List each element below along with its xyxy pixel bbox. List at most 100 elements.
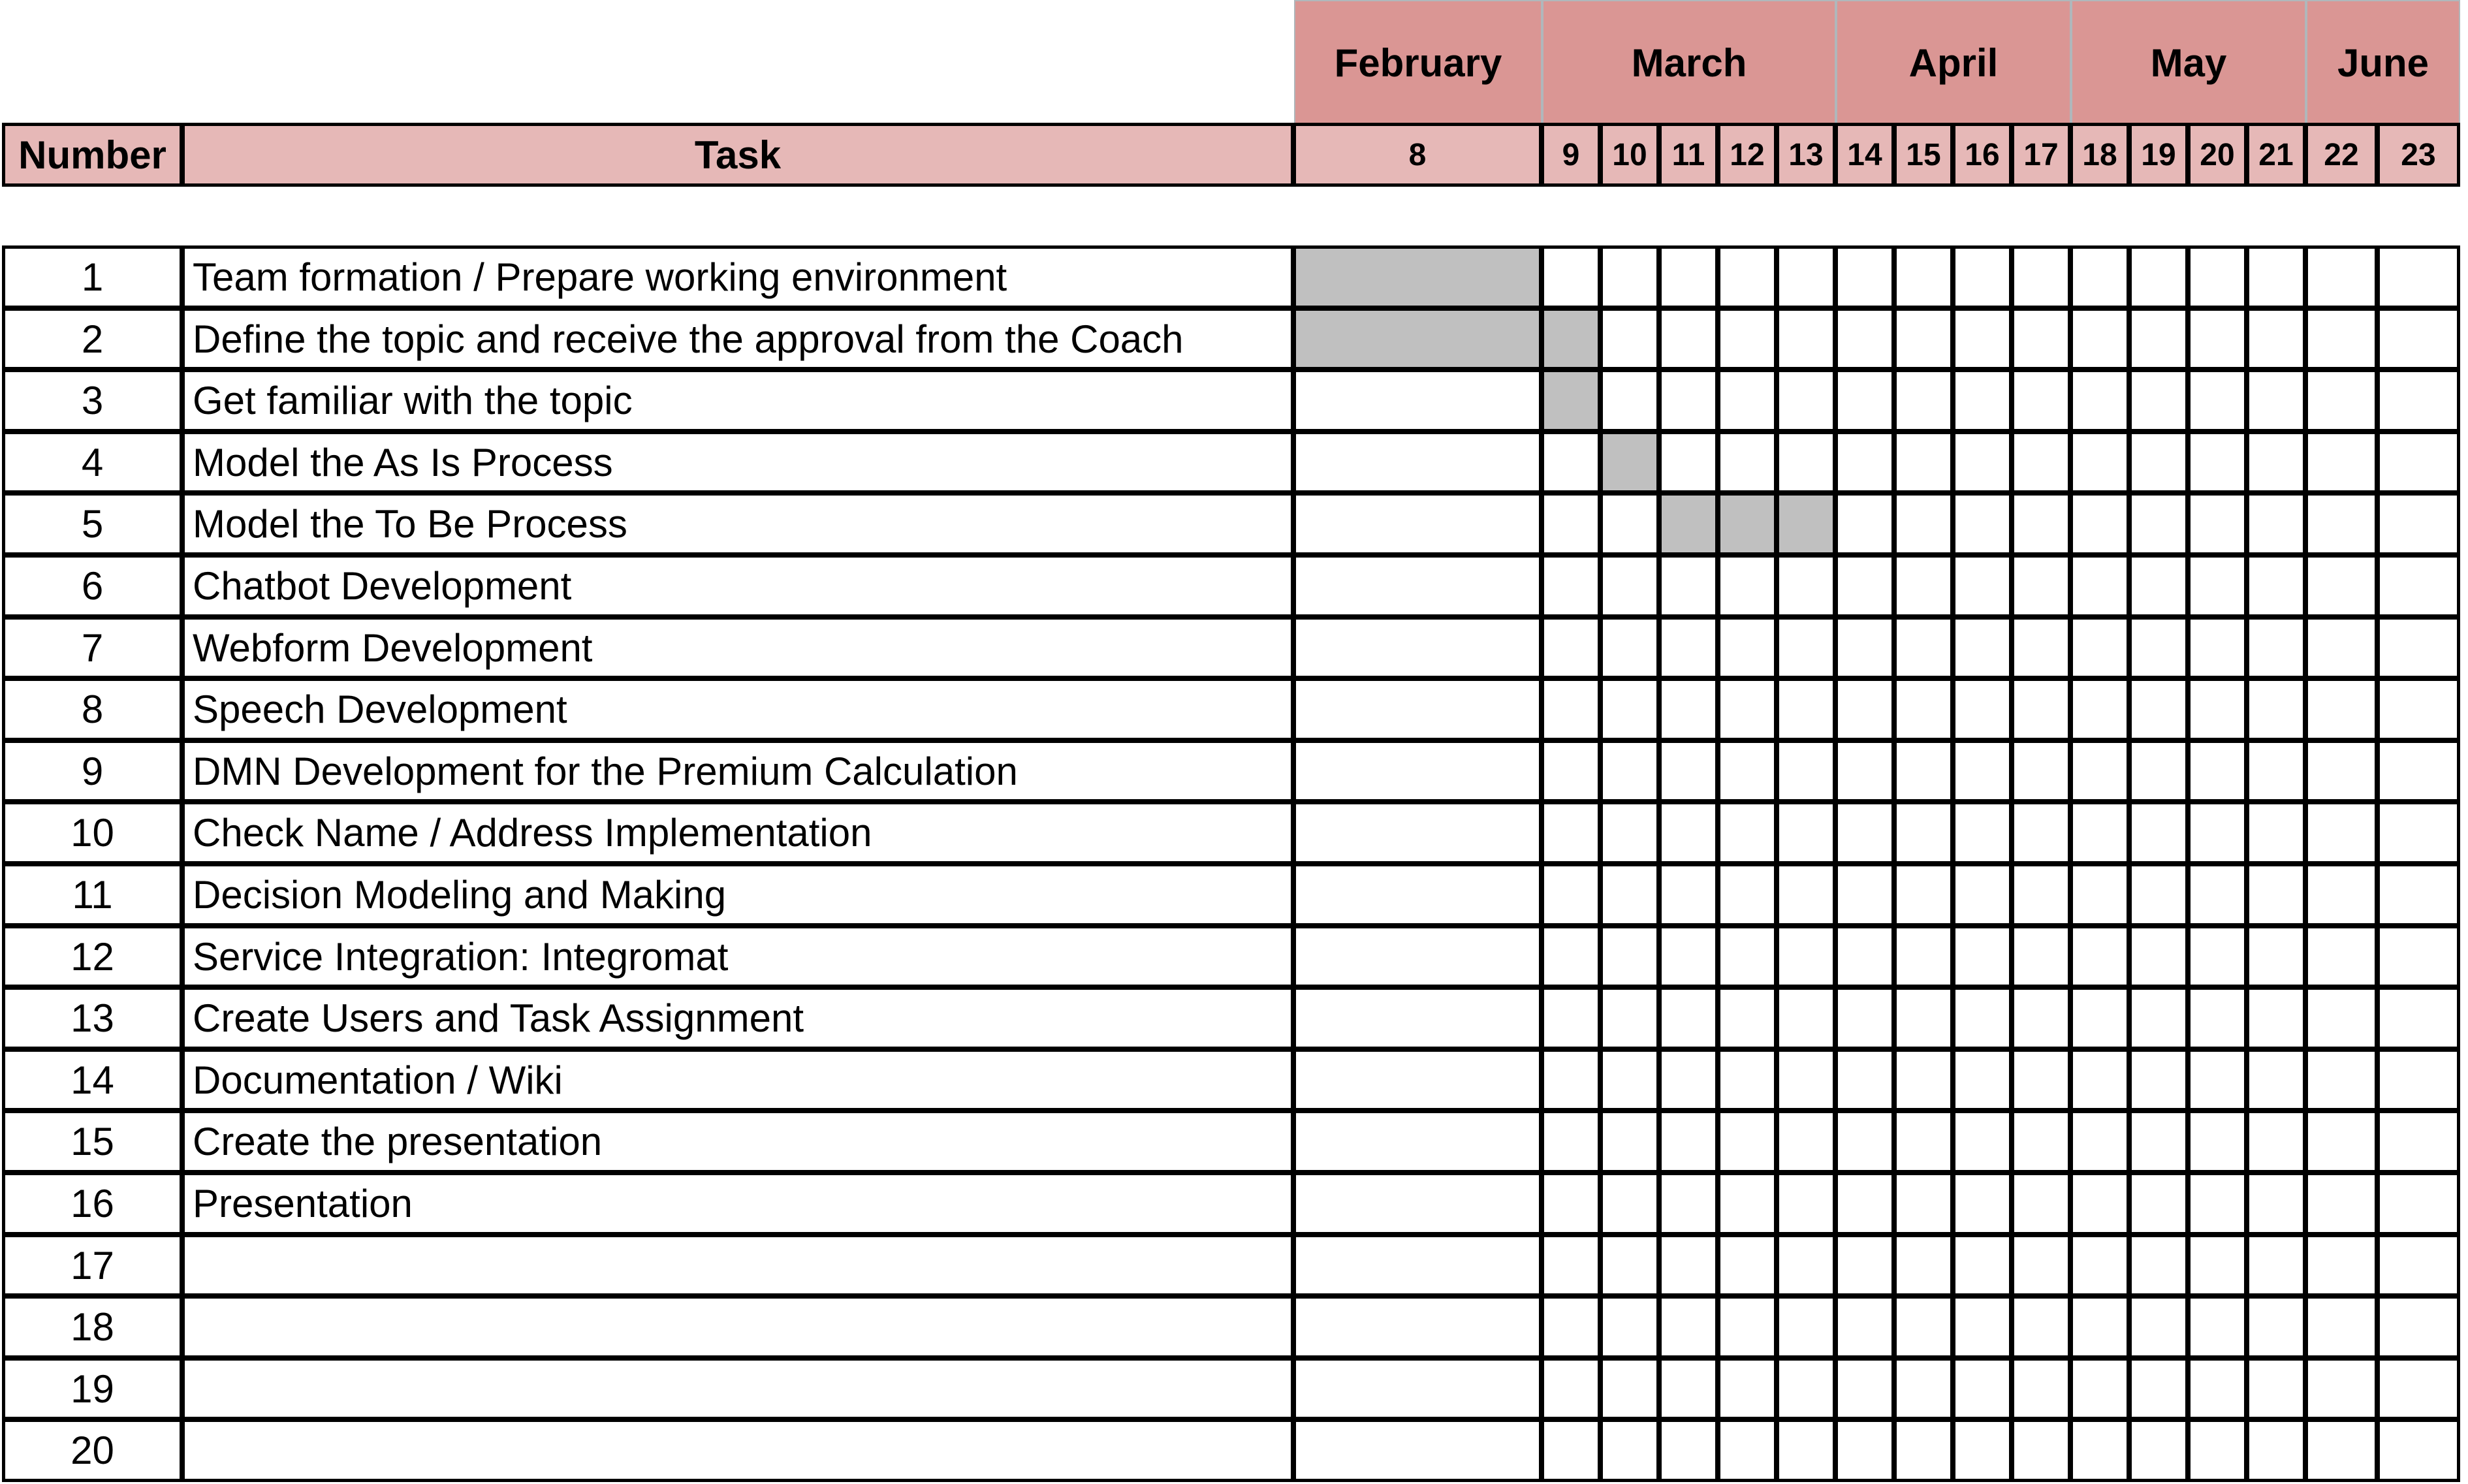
gantt-cell-task-14-week-9	[1541, 1049, 1601, 1111]
gantt-cell-task-15-week-9	[1541, 1110, 1601, 1173]
gantt-cell-task-14-week-16	[1952, 1049, 2012, 1111]
gantt-cell-task-17-week-13	[1776, 1234, 1836, 1297]
gantt-bar-task-5-week-12	[1717, 492, 1777, 556]
gantt-cell-task-11-week-23	[2377, 863, 2460, 926]
task-number-14: 14	[2, 1049, 183, 1111]
gantt-cell-task-16-week-11	[1658, 1172, 1718, 1235]
gantt-cell-task-15-week-20	[2187, 1110, 2247, 1173]
gantt-cell-task-3-week-20	[2187, 369, 2247, 432]
gantt-cell-task-13-week-21	[2246, 987, 2306, 1050]
gantt-cell-task-4-week-22	[2305, 431, 2378, 494]
gantt-cell-task-19-week-21	[2246, 1357, 2306, 1420]
gantt-cell-task-14-week-10	[1600, 1049, 1660, 1111]
gantt-cell-task-16-week-8	[1293, 1172, 1542, 1235]
gantt-cell-task-2-week-11	[1658, 308, 1718, 370]
gantt-cell-task-16-week-10	[1600, 1172, 1660, 1235]
gantt-cell-task-13-week-19	[2128, 987, 2189, 1050]
gantt-cell-task-7-week-19	[2128, 616, 2189, 679]
gantt-cell-task-1-week-13	[1776, 245, 1836, 309]
gantt-cell-task-18-week-14	[1835, 1295, 1895, 1359]
gantt-cell-task-7-week-18	[2070, 616, 2130, 679]
gantt-cell-task-6-week-9	[1541, 554, 1601, 618]
gantt-bar-task-1-week-8	[1293, 245, 1542, 309]
task-name-18	[182, 1295, 1294, 1359]
gantt-cell-task-15-week-8	[1293, 1110, 1542, 1173]
task-column-header: Task	[182, 123, 1294, 187]
gantt-cell-task-11-week-18	[2070, 863, 2130, 926]
week-header-23: 23	[2377, 123, 2460, 187]
gantt-cell-task-20-week-13	[1776, 1419, 1836, 1482]
gantt-cell-task-20-week-19	[2128, 1419, 2189, 1482]
task-number-3: 3	[2, 369, 183, 432]
gantt-cell-task-2-week-10	[1600, 308, 1660, 370]
week-header-21: 21	[2246, 123, 2306, 187]
gantt-cell-task-11-week-21	[2246, 863, 2306, 926]
gantt-cell-task-10-week-15	[1893, 801, 1954, 864]
gantt-cell-task-16-week-17	[2011, 1172, 2071, 1235]
gantt-cell-task-15-week-21	[2246, 1110, 2306, 1173]
gantt-cell-task-7-week-20	[2187, 616, 2247, 679]
gantt-cell-task-13-week-14	[1835, 987, 1895, 1050]
gantt-cell-task-2-week-14	[1835, 308, 1895, 370]
gantt-cell-task-3-week-23	[2377, 369, 2460, 432]
gantt-cell-task-15-week-12	[1717, 1110, 1777, 1173]
gantt-cell-task-16-week-18	[2070, 1172, 2130, 1235]
gantt-cell-task-19-week-23	[2377, 1357, 2460, 1420]
task-name-16: Presentation	[182, 1172, 1294, 1235]
gantt-cell-task-12-week-18	[2070, 925, 2130, 988]
task-name-8: Speech Development	[182, 678, 1294, 741]
gantt-cell-task-17-week-11	[1658, 1234, 1718, 1297]
gantt-bar-task-2-week-8	[1293, 308, 1542, 370]
gantt-cell-task-12-week-19	[2128, 925, 2189, 988]
gantt-cell-task-14-week-15	[1893, 1049, 1954, 1111]
gantt-cell-task-8-week-20	[2187, 678, 2247, 741]
task-name-6: Chatbot Development	[182, 554, 1294, 618]
gantt-cell-task-2-week-19	[2128, 308, 2189, 370]
gantt-cell-task-6-week-20	[2187, 554, 2247, 618]
gantt-cell-task-1-week-15	[1893, 245, 1954, 309]
task-number-16: 16	[2, 1172, 183, 1235]
gantt-cell-task-5-week-10	[1600, 492, 1660, 556]
gantt-cell-task-8-week-8	[1293, 678, 1542, 741]
gantt-cell-task-11-week-17	[2011, 863, 2071, 926]
gantt-cell-task-15-week-17	[2011, 1110, 2071, 1173]
gantt-cell-task-7-week-10	[1600, 616, 1660, 679]
gantt-cell-task-13-week-11	[1658, 987, 1718, 1050]
gantt-cell-task-11-week-19	[2128, 863, 2189, 926]
gantt-cell-task-6-week-15	[1893, 554, 1954, 618]
gantt-cell-task-19-week-19	[2128, 1357, 2189, 1420]
month-header-may: May	[2071, 0, 2306, 124]
gantt-cell-task-4-week-18	[2070, 431, 2130, 494]
gantt-cell-task-4-week-23	[2377, 431, 2460, 494]
gantt-cell-task-19-week-9	[1541, 1357, 1601, 1420]
gantt-cell-task-15-week-13	[1776, 1110, 1836, 1173]
gantt-cell-task-8-week-22	[2305, 678, 2378, 741]
gantt-cell-task-14-week-8	[1293, 1049, 1542, 1111]
gantt-cell-task-8-week-17	[2011, 678, 2071, 741]
gantt-cell-task-8-week-9	[1541, 678, 1601, 741]
gantt-cell-task-10-week-13	[1776, 801, 1836, 864]
gantt-cell-task-19-week-14	[1835, 1357, 1895, 1420]
gantt-cell-task-11-week-9	[1541, 863, 1601, 926]
gantt-cell-task-2-week-12	[1717, 308, 1777, 370]
gantt-cell-task-18-week-11	[1658, 1295, 1718, 1359]
gantt-cell-task-10-week-11	[1658, 801, 1718, 864]
task-name-12: Service Integration: Integromat	[182, 925, 1294, 988]
gantt-cell-task-19-week-10	[1600, 1357, 1660, 1420]
gantt-cell-task-17-week-10	[1600, 1234, 1660, 1297]
gantt-cell-task-1-week-9	[1541, 245, 1601, 309]
gantt-cell-task-17-week-17	[2011, 1234, 2071, 1297]
gantt-cell-task-5-week-22	[2305, 492, 2378, 556]
gantt-cell-task-1-week-21	[2246, 245, 2306, 309]
task-name-9: DMN Development for the Premium Calculat…	[182, 740, 1294, 802]
gantt-bar-task-3-week-9	[1541, 369, 1601, 432]
gantt-cell-task-17-week-20	[2187, 1234, 2247, 1297]
gantt-cell-task-15-week-14	[1835, 1110, 1895, 1173]
gantt-cell-task-13-week-10	[1600, 987, 1660, 1050]
task-number-2: 2	[2, 308, 183, 370]
gantt-cell-task-13-week-12	[1717, 987, 1777, 1050]
gantt-cell-task-16-week-16	[1952, 1172, 2012, 1235]
gantt-cell-task-6-week-23	[2377, 554, 2460, 618]
gantt-cell-task-11-week-12	[1717, 863, 1777, 926]
gantt-cell-task-6-week-13	[1776, 554, 1836, 618]
